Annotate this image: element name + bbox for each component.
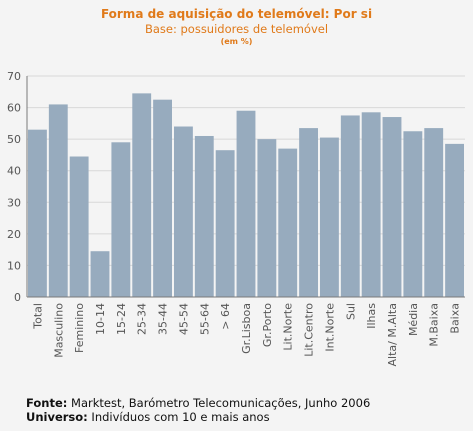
x-tick-label: 10-14 (94, 303, 107, 335)
bar (174, 126, 193, 297)
bar (424, 128, 444, 297)
x-tick-label: 35-44 (157, 303, 170, 335)
bar (299, 128, 318, 297)
y-tick-label: 60 (7, 102, 21, 115)
bar (445, 143, 464, 297)
x-tick-label: Alta/ M.Alta (386, 303, 399, 366)
x-tick-label: Baixa (449, 303, 462, 334)
x-tick-label: Sul (344, 303, 357, 320)
x-tick-label: Lit.Centro (303, 303, 316, 357)
bar (278, 148, 298, 297)
x-tick-label: Média (407, 303, 420, 336)
source-label: Fonte: (26, 396, 68, 410)
unit-label: (em %) (220, 37, 253, 46)
y-tick-label: 20 (7, 228, 21, 241)
x-tick-label: Feminino (73, 303, 86, 353)
bar (132, 93, 152, 297)
x-tick-label: 25-34 (136, 303, 149, 335)
y-tick-label: 10 (7, 259, 21, 272)
bar (111, 142, 131, 297)
y-tick-label: 30 (7, 196, 21, 209)
x-tick-label: Masculino (52, 303, 65, 358)
x-tick-label: Total (31, 303, 44, 330)
universe-label: Universo: (26, 410, 88, 424)
y-tick-label: 40 (7, 165, 21, 178)
x-tick-label: 15-24 (115, 303, 128, 335)
bar-chart: 0 10 20 30 40 50 60 70 Total Masculino Feminino 10-… (7, 70, 465, 366)
y-tick-label: 50 (7, 133, 21, 146)
x-tick-label: 45-54 (177, 303, 190, 335)
y-tick-label: 70 (7, 70, 21, 83)
bar (361, 112, 381, 297)
y-tick-label: 0 (14, 291, 21, 304)
x-tick-label: > 64 (219, 303, 232, 330)
bar (215, 150, 235, 297)
bar (340, 115, 360, 297)
x-tick-label: M.Baixa (428, 303, 441, 347)
bar (320, 137, 339, 297)
x-tick-label: Int.Norte (323, 303, 336, 352)
x-tick-label: 55-64 (198, 303, 211, 335)
bar (194, 135, 214, 297)
bar (48, 104, 68, 298)
x-tick-label: Gr.Lisboa (240, 303, 253, 354)
x-tick-label: Ilhas (365, 303, 378, 329)
bar (28, 129, 47, 297)
bar (153, 99, 172, 297)
source-note: Fonte: Marktest, Barómetro Telecomunicaç… (26, 396, 370, 410)
bar (90, 251, 110, 297)
bar (257, 139, 277, 297)
chart-subtitle: Base: possuidores de telemóvel (144, 22, 329, 36)
universe-note: Universo: Indivíduos com 10 e mais anos (26, 410, 270, 424)
source-text: Marktest, Barómetro Telecomunicações, Ju… (67, 396, 371, 410)
x-tick-label: Lit.Norte (282, 303, 295, 351)
bar (69, 156, 89, 297)
bar (403, 131, 423, 297)
bar (236, 110, 256, 297)
universe-text: Indivíduos com 10 e mais anos (87, 410, 270, 424)
chart-title: Forma de aquisição do telemóvel: Por si (100, 7, 373, 21)
bar (382, 117, 402, 298)
x-tick-label: Gr.Porto (261, 303, 274, 347)
